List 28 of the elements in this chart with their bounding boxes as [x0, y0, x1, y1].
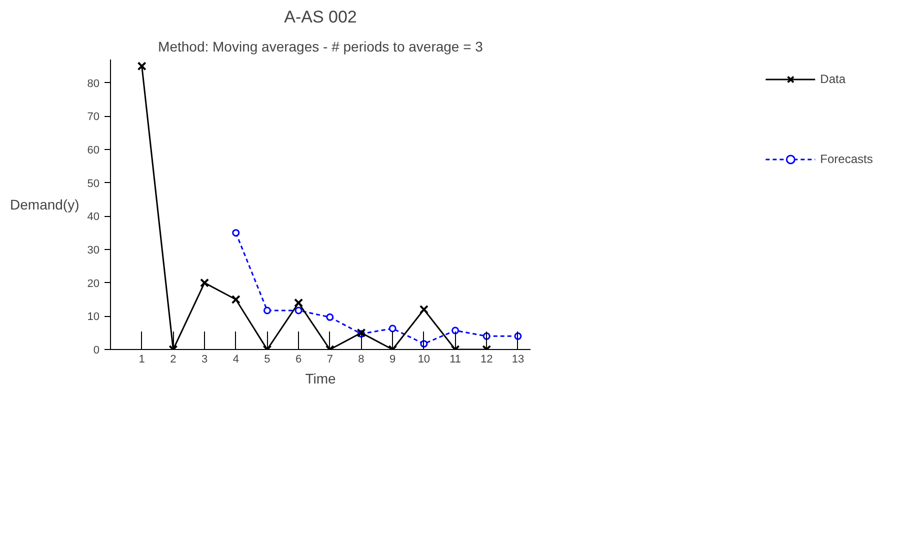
chart-title: A-AS 002: [284, 8, 357, 26]
legend-label: Data: [820, 72, 846, 86]
x-tick-label: 4: [232, 354, 239, 366]
x-tick-label: 12: [480, 354, 493, 366]
y-tick-label: 50: [87, 178, 100, 190]
x-tick-label: 11: [450, 354, 461, 366]
x-tick-label: 2: [170, 354, 176, 366]
x-tick-label: 13: [512, 354, 524, 366]
x-tick-label: 8: [358, 354, 364, 366]
y-axis-title: Demand(y): [10, 196, 80, 212]
x-tick-label: 7: [326, 354, 333, 366]
x-tick-label: 5: [264, 354, 270, 366]
y-tick-label: 70: [87, 111, 100, 124]
y-tick-label: 20: [87, 278, 100, 290]
y-tick-label: 60: [87, 144, 100, 156]
x-axis-title: Time: [305, 370, 336, 386]
x-tick-label: 9: [390, 354, 396, 366]
y-tick-label: 40: [87, 211, 100, 224]
x-tick-label: 6: [296, 354, 302, 366]
x-tick-label: 3: [201, 354, 208, 366]
y-tick-label: 30: [87, 244, 100, 256]
x-tick-label: 1: [138, 354, 145, 366]
y-tick-label: 10: [87, 311, 100, 324]
chart-subtitle: Method: Moving averages - # periods to average = 3: [158, 38, 484, 54]
y-tick-label: 80: [87, 78, 100, 90]
x-tick-label: 10: [418, 354, 430, 366]
legend-label: Forecasts: [820, 152, 873, 166]
y-tick-label: 0: [93, 344, 100, 356]
